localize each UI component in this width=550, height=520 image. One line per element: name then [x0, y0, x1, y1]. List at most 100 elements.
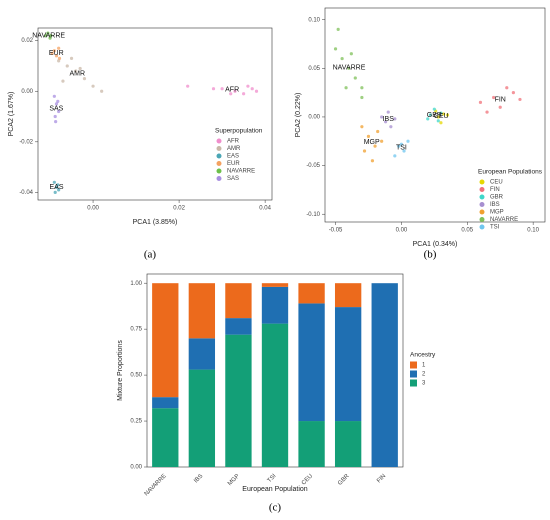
point	[439, 111, 443, 115]
legend-swatch	[410, 361, 417, 369]
bar-segment	[371, 283, 398, 467]
point	[360, 95, 364, 100]
point	[54, 102, 59, 106]
y-tick-label: 0.25	[130, 419, 142, 425]
bar-segment	[298, 283, 325, 304]
point	[397, 144, 401, 148]
point	[426, 117, 430, 121]
legend-label: SAS	[227, 176, 239, 182]
y-axis-label: PCA2 (1.67%)	[8, 92, 15, 137]
point	[57, 109, 61, 114]
cluster-label: AMR	[70, 70, 86, 77]
point	[54, 119, 58, 124]
x-tick-label: 0.00	[396, 228, 408, 234]
x-axis-label: PCA1 (0.34%)	[413, 241, 458, 248]
caption: (c)	[269, 502, 282, 514]
point	[505, 86, 509, 90]
point	[370, 159, 375, 163]
x-tick-label: GBR	[337, 473, 351, 487]
bar-segment	[298, 303, 325, 422]
point	[366, 134, 371, 138]
point	[373, 144, 377, 148]
bar-segment	[225, 334, 252, 467]
legend-label: AFR	[227, 139, 240, 145]
point	[186, 84, 190, 88]
point	[54, 185, 59, 189]
legend-swatch	[216, 161, 222, 166]
legend-label: 1	[422, 363, 426, 369]
point	[439, 121, 443, 125]
bar-segment	[152, 283, 179, 398]
caption: (a)	[144, 249, 157, 261]
y-axis-label: Mixture Proportions	[117, 340, 124, 401]
point	[344, 86, 348, 90]
point	[54, 54, 59, 58]
bar-segment	[188, 338, 216, 370]
point	[74, 69, 78, 73]
point	[436, 115, 440, 119]
point	[57, 59, 61, 63]
y-tick-label: -0.04	[19, 190, 33, 196]
cluster-label: EUR	[49, 50, 64, 57]
point	[406, 139, 410, 143]
point	[353, 76, 357, 80]
cluster-label: TSI	[396, 145, 407, 152]
point	[445, 113, 450, 117]
bar-segment	[334, 307, 362, 422]
point	[340, 56, 344, 61]
point	[53, 190, 57, 195]
point	[50, 51, 54, 55]
point	[518, 97, 522, 102]
legend-label: 3	[422, 381, 426, 387]
point	[100, 89, 104, 93]
point	[376, 129, 380, 134]
point	[44, 33, 48, 38]
legend-label: EAS	[227, 154, 239, 160]
point	[229, 92, 233, 96]
legend-label: AMR	[227, 146, 241, 152]
cluster-label: NAVARRE	[333, 65, 366, 72]
legend-swatch	[216, 138, 222, 144]
point	[478, 100, 483, 104]
point	[399, 142, 404, 146]
legend-title: European Populations	[478, 169, 543, 176]
point	[485, 110, 489, 114]
y-tick-label: 0.75	[130, 327, 142, 333]
y-tick-label: 0.50	[130, 373, 142, 379]
y-tick-label: 0.02	[21, 38, 33, 44]
legend-swatch	[410, 379, 417, 387]
point	[428, 113, 432, 117]
point	[432, 107, 436, 111]
legend-swatch	[216, 176, 222, 181]
y-tick-label: -0.05	[306, 163, 320, 169]
plot-frame	[37, 27, 273, 201]
legend-label: 2	[422, 372, 426, 378]
point	[333, 47, 338, 51]
legend-label: TSI	[490, 225, 500, 231]
x-tick-label: 0.00	[87, 206, 99, 212]
point	[498, 105, 502, 109]
point	[386, 110, 390, 114]
x-tick-label: 0.02	[173, 206, 185, 212]
legend-label: EUR	[227, 161, 240, 167]
point	[380, 115, 384, 119]
cluster-label: FIN	[495, 97, 506, 104]
x-axis-label: PCA1 (3.85%)	[133, 219, 178, 226]
bar-segment	[152, 397, 179, 409]
x-axis-label: European Population	[242, 486, 307, 493]
y-tick-label: 0.00	[21, 89, 33, 95]
x-tick-label: -0.05	[329, 228, 343, 234]
point	[56, 99, 60, 103]
point	[360, 86, 364, 90]
x-tick-label: FIN	[376, 473, 387, 484]
y-tick-label: 0.10	[308, 17, 320, 23]
point	[52, 49, 56, 53]
point	[69, 56, 74, 60]
point	[220, 87, 224, 91]
cluster-label: CEU	[434, 113, 449, 120]
bar-segment	[334, 283, 362, 308]
cluster-label: GBR	[427, 112, 442, 119]
x-tick-label: MGP	[227, 473, 241, 487]
point	[57, 56, 62, 60]
legend-title: Ancestry	[410, 352, 436, 359]
